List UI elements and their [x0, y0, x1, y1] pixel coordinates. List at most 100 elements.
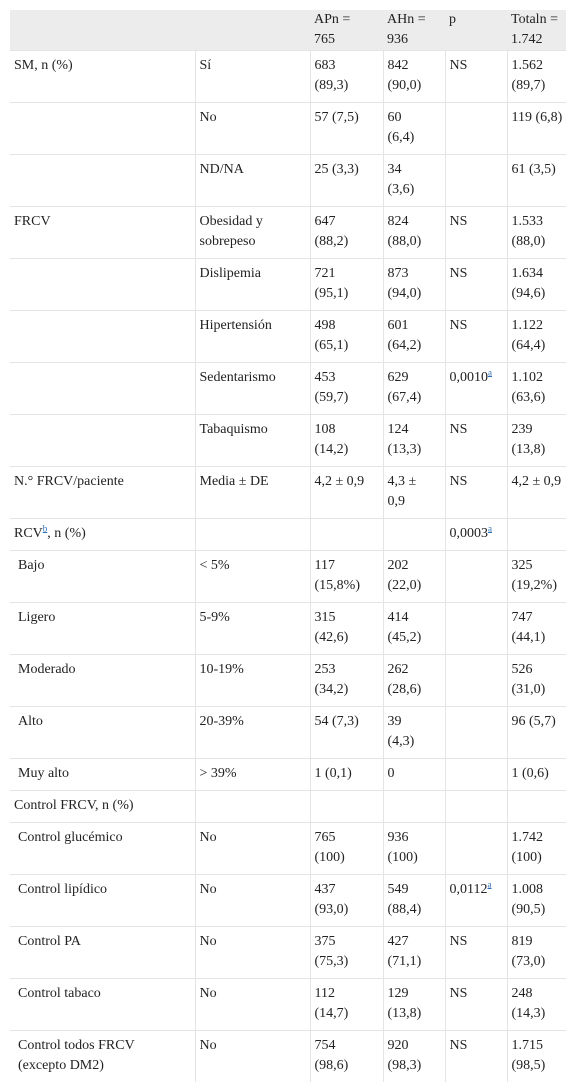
table-cell: 1.715 (98,5) [507, 1031, 566, 1082]
table-cell: 747 (44,1) [507, 603, 566, 655]
table-cell: 117 (15,8%) [310, 551, 383, 603]
cell-text: RCV [14, 526, 43, 541]
table-cell: Alto [10, 707, 195, 759]
cell-text: 0,0112 [450, 882, 488, 897]
table-cell: Control lipídico [10, 875, 195, 927]
header-cell: Totaln = 1.742 [507, 10, 566, 51]
table-cell [445, 759, 507, 791]
table-cell: 1 (0,6) [507, 759, 566, 791]
table-cell: 60 (6,4) [383, 103, 445, 155]
table-cell: Control FRCV, n (%) [10, 791, 195, 823]
cell-text: 0,0010 [450, 370, 489, 385]
table-cell: NS [445, 979, 507, 1031]
table-cell: 124 (13,3) [383, 415, 445, 467]
table-cell: 1.562 (89,7) [507, 51, 566, 103]
cell-text: , n (%) [47, 526, 86, 541]
table-row: Control FRCV, n (%) [10, 791, 566, 823]
table-cell: NS [445, 311, 507, 363]
header-cell [10, 10, 195, 51]
table-cell: No [195, 875, 310, 927]
table-cell: 239 (13,8) [507, 415, 566, 467]
table-cell: No [195, 823, 310, 875]
table-cell: 1.742 (100) [507, 823, 566, 875]
table-cell [445, 103, 507, 155]
table-cell: NS [445, 51, 507, 103]
table-cell: 34 (3,6) [383, 155, 445, 207]
table-cell [445, 791, 507, 823]
table-cell: 202 (22,0) [383, 551, 445, 603]
table-cell: 601 (64,2) [383, 311, 445, 363]
footnote-link[interactable]: a [487, 879, 491, 889]
table-cell: 842 (90,0) [383, 51, 445, 103]
table-cell: 936 (100) [383, 823, 445, 875]
table-cell: No [195, 979, 310, 1031]
table-cell: 1.634 (94,6) [507, 259, 566, 311]
table-cell: ND/NA [195, 155, 310, 207]
table-row: RCVb, n (%)0,0003a [10, 519, 566, 551]
table-cell: 526 (31,0) [507, 655, 566, 707]
table-cell: Hipertensión [195, 311, 310, 363]
table-cell: 0,0003a [445, 519, 507, 551]
footnote-link[interactable]: a [488, 367, 492, 377]
table-cell: 4,2 ± 0,9 [507, 467, 566, 519]
table-cell: 1.533 (88,0) [507, 207, 566, 259]
table-cell: 54 (7,3) [310, 707, 383, 759]
table-cell: 10-19% [195, 655, 310, 707]
table-cell: 920 (98,3) [383, 1031, 445, 1082]
table-cell: No [195, 1031, 310, 1082]
table-cell: N.° FRCV/paciente [10, 467, 195, 519]
table-cell: 1.102 (63,6) [507, 363, 566, 415]
table-cell: 253 (34,2) [310, 655, 383, 707]
table-cell: 1 (0,1) [310, 759, 383, 791]
table-cell [10, 363, 195, 415]
table-cell: Dislipemia [195, 259, 310, 311]
table-cell: Bajo [10, 551, 195, 603]
table-cell: Sedentarismo [195, 363, 310, 415]
table-cell [445, 707, 507, 759]
cell-text: 0,0003 [450, 526, 489, 541]
table-cell: NS [445, 259, 507, 311]
table-cell: 248 (14,3) [507, 979, 566, 1031]
table-cell: 549 (88,4) [383, 875, 445, 927]
footnote-link[interactable]: a [488, 523, 492, 533]
table-cell [445, 655, 507, 707]
table-cell: 20-39% [195, 707, 310, 759]
table-cell: 414 (45,2) [383, 603, 445, 655]
table-cell: NS [445, 467, 507, 519]
table-cell [10, 415, 195, 467]
table-cell [445, 155, 507, 207]
table-cell: SM, n (%) [10, 51, 195, 103]
table-cell: 0,0112a [445, 875, 507, 927]
table-cell: Moderado [10, 655, 195, 707]
table-cell [445, 823, 507, 875]
table-cell [310, 519, 383, 551]
table-cell: Obesidad y sobrepeso [195, 207, 310, 259]
table-cell: 453 (59,7) [310, 363, 383, 415]
table-cell: Sí [195, 51, 310, 103]
table-cell: 765 (100) [310, 823, 383, 875]
table-cell: > 39% [195, 759, 310, 791]
table-cell: No [195, 927, 310, 979]
table-cell [445, 551, 507, 603]
header-cell: p [445, 10, 507, 51]
table-cell: FRCV [10, 207, 195, 259]
header-cell: AHn = 936 [383, 10, 445, 51]
table-cell [10, 155, 195, 207]
table-cell [195, 519, 310, 551]
table-row: Bajo< 5%117 (15,8%)202 (22,0)325 (19,2%) [10, 551, 566, 603]
table-cell: NS [445, 207, 507, 259]
table-cell: < 5% [195, 551, 310, 603]
table-cell: 629 (67,4) [383, 363, 445, 415]
footnote-ref: a [488, 367, 492, 377]
table-cell: 39 (4,3) [383, 707, 445, 759]
